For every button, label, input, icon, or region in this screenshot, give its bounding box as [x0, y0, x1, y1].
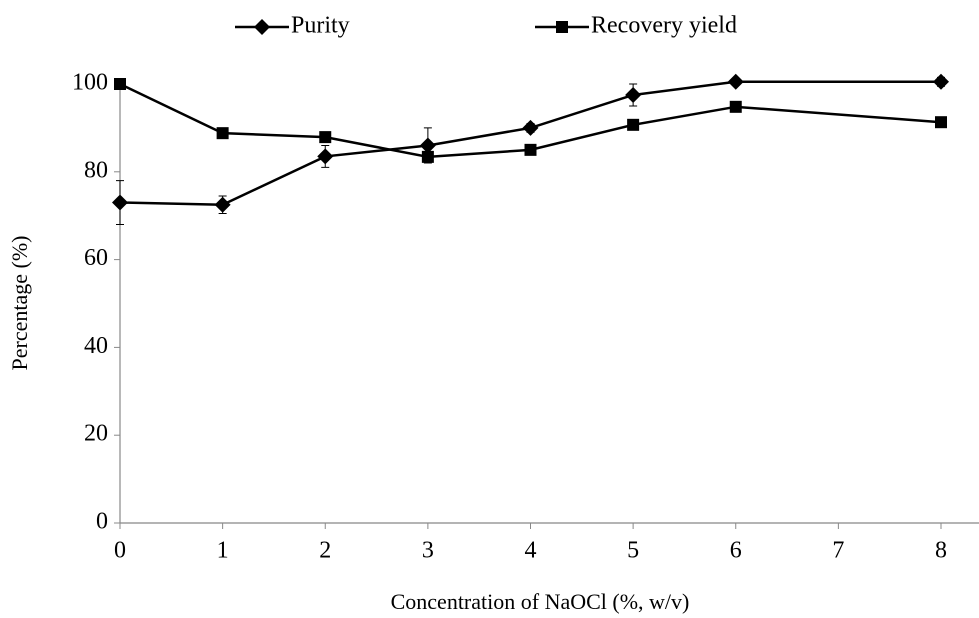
legend-marker [254, 19, 270, 35]
y-tick-label: 40 [84, 333, 108, 359]
marker [114, 78, 126, 90]
marker [216, 127, 229, 140]
x-tick-label: 1 [217, 538, 229, 564]
x-tick-label: 7 [832, 538, 844, 564]
y-tick-label: 60 [84, 245, 108, 271]
y-axis-label: Percentage (%) [7, 236, 32, 371]
marker [627, 118, 640, 131]
x-tick-label: 6 [730, 538, 742, 564]
series-line [119, 80, 941, 206]
marker [214, 196, 231, 213]
marker [319, 131, 332, 144]
marker [727, 73, 744, 90]
x-axis-label: Concentration of NaOCl (%, w/v) [391, 589, 690, 614]
x-tick-label: 8 [935, 538, 947, 564]
x-tick-label: 2 [319, 538, 331, 564]
marker [935, 116, 947, 129]
marker [522, 119, 539, 136]
x-tick-label: 3 [422, 538, 434, 564]
y-tick-label: 80 [84, 157, 108, 183]
x-tick-label: 4 [525, 538, 537, 564]
marker [729, 100, 742, 113]
marker [419, 137, 436, 154]
legend-label: Purity [291, 13, 350, 39]
y-tick-label: 100 [72, 70, 108, 96]
y-tick-label: 0 [96, 509, 108, 535]
marker [317, 148, 334, 165]
marker [933, 73, 949, 90]
marker [112, 194, 128, 211]
series-line [119, 82, 942, 159]
marker [421, 150, 434, 163]
legend-marker [556, 21, 568, 33]
marker [625, 86, 642, 103]
x-tick-label: 5 [627, 538, 639, 564]
x-tick-label: 0 [114, 538, 126, 564]
y-tick-label: 20 [84, 421, 108, 447]
legend-label: Recovery yield [591, 13, 737, 39]
marker [524, 143, 537, 156]
